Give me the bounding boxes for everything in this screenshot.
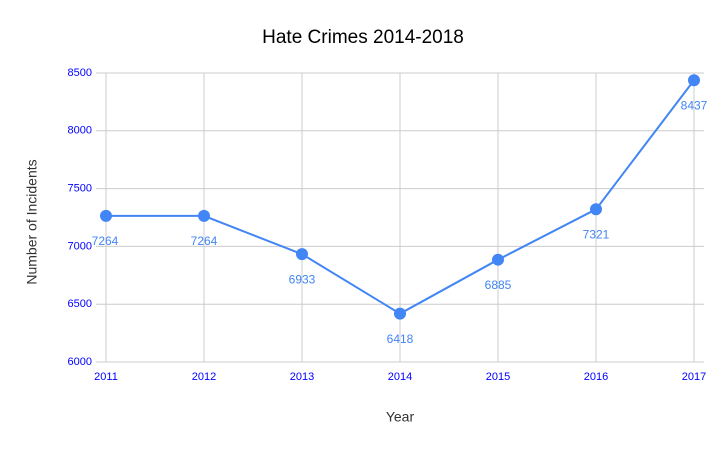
y-tick-label: 8500 [68, 67, 92, 79]
point [198, 209, 210, 222]
chart-title: Hate Crimes 2014-2018 [262, 27, 464, 48]
x-tick-label: 2012 [192, 371, 216, 383]
data-label: 6885 [485, 278, 512, 292]
data-label: 7321 [583, 227, 610, 241]
data-label: 7264 [92, 234, 119, 248]
y-axis-label: Number of Incidents [24, 159, 40, 284]
y-tick-label: 7000 [68, 240, 92, 252]
y-tick-label: 8000 [68, 125, 92, 137]
point [394, 307, 406, 320]
y-tick-label: 6500 [68, 298, 92, 310]
x-tick-label: 2013 [290, 371, 314, 383]
x-axis-label: Year [386, 409, 415, 425]
x-tick-label: 2014 [388, 371, 412, 383]
point [688, 74, 700, 87]
data-label: 7264 [191, 234, 218, 248]
x-tick-label: 2017 [682, 371, 706, 383]
point [590, 203, 602, 216]
x-tick-label: 2016 [584, 371, 608, 383]
point [100, 209, 112, 222]
x-tick-label: 2015 [486, 371, 510, 383]
point [296, 248, 308, 261]
data-label: 8437 [681, 98, 708, 112]
y-tick-label: 7500 [68, 183, 92, 195]
x-tick-label: 2011 [94, 371, 118, 383]
point [492, 253, 504, 266]
data-label: 6933 [289, 272, 316, 286]
y-tick-label: 6000 [68, 356, 92, 368]
data-label: 6418 [387, 332, 414, 346]
